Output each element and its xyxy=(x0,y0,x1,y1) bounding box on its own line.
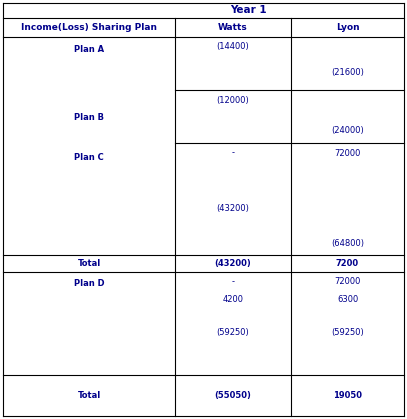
Text: (43200): (43200) xyxy=(214,259,252,268)
Text: (55050): (55050) xyxy=(214,391,252,400)
Text: 7200: 7200 xyxy=(336,259,359,268)
Text: 4200: 4200 xyxy=(223,295,243,305)
Text: (64800): (64800) xyxy=(331,238,364,248)
Text: 72000: 72000 xyxy=(334,148,361,158)
Text: Plan B: Plan B xyxy=(74,114,104,122)
Text: (59250): (59250) xyxy=(331,328,364,336)
Text: Total: Total xyxy=(77,391,101,400)
Text: (21600): (21600) xyxy=(331,67,364,77)
Text: (43200): (43200) xyxy=(217,204,249,212)
Text: (14400): (14400) xyxy=(217,42,249,52)
Text: 72000: 72000 xyxy=(334,277,361,287)
Text: -: - xyxy=(232,148,234,158)
Text: Plan A: Plan A xyxy=(74,44,104,54)
Text: Year 1: Year 1 xyxy=(230,5,266,16)
Text: (59250): (59250) xyxy=(217,328,249,336)
Text: Watts: Watts xyxy=(218,23,248,32)
Text: Lyon: Lyon xyxy=(336,23,359,32)
Text: Income(Loss) Sharing Plan: Income(Loss) Sharing Plan xyxy=(21,23,157,32)
Text: 19050: 19050 xyxy=(333,391,362,400)
Text: 6300: 6300 xyxy=(337,295,358,305)
Text: -: - xyxy=(232,277,234,287)
Text: (24000): (24000) xyxy=(331,126,364,134)
Text: Plan D: Plan D xyxy=(74,279,104,289)
Text: Plan C: Plan C xyxy=(74,153,104,163)
Text: Total: Total xyxy=(77,259,101,268)
Text: (12000): (12000) xyxy=(217,96,249,104)
